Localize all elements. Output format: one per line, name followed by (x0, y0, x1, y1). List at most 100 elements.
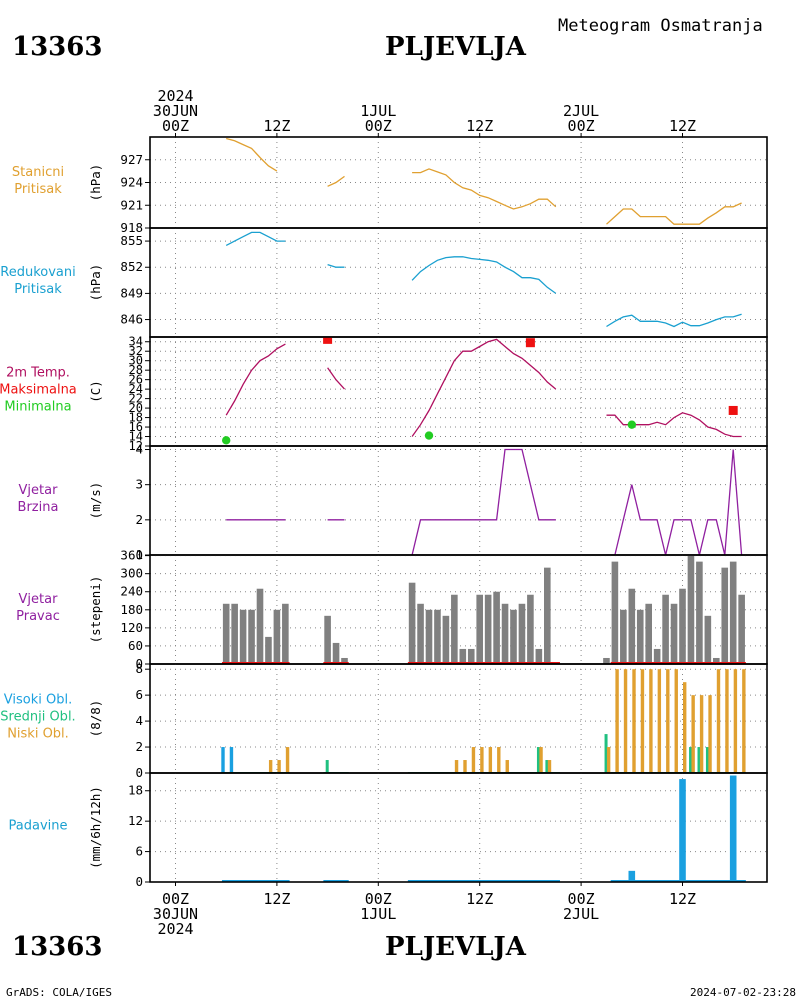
y-tick-label: 180 (120, 602, 143, 617)
bar (467, 648, 475, 664)
bar (653, 648, 661, 664)
y-tick-label: 360 (120, 548, 143, 563)
y-tick-label: 4 (135, 713, 143, 728)
series-line (225, 343, 286, 416)
cloud-bar (497, 747, 501, 773)
bar (222, 603, 230, 664)
bar (645, 603, 652, 664)
panel-frame (149, 336, 768, 447)
panel-vjetar_pravac: 360 300 240 180 120 60 0 Vjetar Pravac (stepeni) (16, 548, 768, 671)
y-axis-label: (C) (88, 380, 103, 403)
cloud-bar (657, 669, 662, 773)
bar (729, 775, 737, 882)
y-tick-label: 60 (128, 638, 143, 653)
y-tick-label: 4 (135, 442, 143, 457)
y-tick-label: 12 (128, 813, 143, 828)
cloud-bar (716, 669, 721, 773)
y-tick-label: 2 (135, 739, 143, 754)
y-tick-label: 8 (135, 661, 143, 676)
y-tick-label: 3 (135, 477, 143, 492)
y-tick-label: 924 (120, 175, 143, 190)
panel-label: Niski Obl. (7, 727, 69, 742)
cloud-bar (615, 669, 619, 773)
bar (670, 603, 678, 664)
y-tick-label: 927 (120, 152, 143, 167)
station-id-top: 13363 (12, 32, 102, 62)
tmin-marker (222, 436, 231, 445)
bar (662, 594, 669, 664)
bar (442, 615, 450, 664)
panel-label: Vjetar (19, 592, 59, 607)
bar (696, 561, 703, 664)
cloud-bar (463, 760, 467, 773)
bar (738, 594, 745, 664)
time-label-bottom: 1JUL (360, 905, 396, 923)
tmax-marker (728, 405, 738, 415)
bar (527, 594, 534, 664)
y-tick-label: 28 (129, 363, 143, 377)
time-label-bottom: 2024 (157, 920, 193, 938)
series-line (412, 168, 557, 210)
data-layer (221, 555, 746, 664)
bar (434, 609, 441, 664)
bar (324, 615, 331, 664)
bar (603, 657, 610, 664)
y-tick-label: 32 (129, 344, 143, 358)
panel-label: Visoki Obl. (4, 693, 72, 708)
bar (518, 603, 526, 664)
time-label-bottom: 30JUN (153, 905, 198, 923)
panel-label: Pritisak (14, 282, 62, 297)
bar (721, 567, 729, 664)
bar (239, 609, 247, 664)
bar (704, 615, 712, 664)
product-title: Meteogram Osmatranja (558, 16, 763, 36)
series-line (606, 313, 742, 328)
panel-frame (149, 445, 768, 556)
panel-label: Pravac (16, 609, 60, 624)
bar (679, 588, 686, 664)
y-tick-label: 1 (135, 547, 143, 562)
cloud-bar (733, 669, 738, 773)
y-tick-label: 120 (120, 620, 143, 635)
panel-label: Minimalna (4, 400, 71, 415)
time-label-bottom: 12Z (669, 890, 696, 908)
cloud-bar (683, 682, 687, 773)
bar (332, 642, 340, 664)
bar (231, 603, 238, 664)
series-line (606, 449, 743, 555)
series-line (327, 367, 345, 390)
time-label-bottom: 2JUL (563, 905, 599, 923)
time-label-top: 1JUL (360, 102, 396, 120)
bar (493, 591, 500, 664)
y-tick-label: 18 (128, 783, 143, 798)
bar (341, 657, 348, 664)
series-line (411, 448, 556, 555)
panel-oblaci: 8 6 4 2 0 Visoki Obl. Srednji Obl. Niski Obl. (8… (0, 661, 768, 780)
panel-frame (149, 227, 768, 338)
panel-frame (149, 136, 768, 229)
bar (713, 657, 720, 664)
bar (535, 648, 543, 664)
series-line (606, 412, 742, 438)
cloud-bar (649, 669, 653, 773)
cloud-bar (725, 669, 729, 773)
station-id-bottom: 13363 (12, 932, 102, 962)
y-tick-label: 240 (120, 584, 143, 599)
bar (451, 594, 458, 664)
y-tick-label: 12 (129, 439, 143, 453)
cloud-bar (471, 747, 476, 773)
y-tick-label: 0 (135, 765, 143, 780)
y-tick-label: 30 (129, 354, 143, 368)
footer-credit: GrADS: COLA/IGES (6, 986, 112, 999)
y-tick-label: 921 (120, 197, 143, 212)
cloud-bar (623, 669, 628, 773)
time-label-bottom: 00Z (365, 890, 392, 908)
y-axis-label: (mm/6h/12h) (88, 786, 103, 869)
bar (611, 561, 619, 664)
bar (679, 779, 686, 882)
cloud-bar (674, 669, 678, 773)
bar (620, 609, 627, 664)
